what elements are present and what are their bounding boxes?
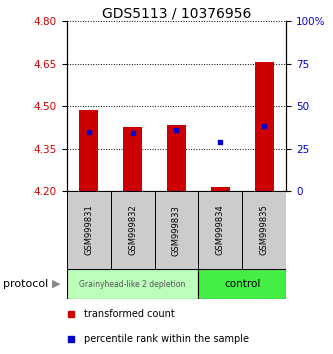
Text: control: control bbox=[224, 279, 261, 289]
Text: transformed count: transformed count bbox=[84, 308, 175, 319]
Text: GSM999832: GSM999832 bbox=[128, 205, 137, 256]
Bar bbox=[254, 62, 274, 191]
Text: Grainyhead-like 2 depletion: Grainyhead-like 2 depletion bbox=[79, 280, 186, 289]
Text: GSM999835: GSM999835 bbox=[260, 205, 269, 256]
Bar bbox=[210, 187, 230, 191]
Text: GSM999834: GSM999834 bbox=[216, 205, 225, 256]
Text: GSM999831: GSM999831 bbox=[84, 205, 93, 256]
Bar bbox=[198, 191, 242, 269]
Bar bbox=[67, 269, 198, 299]
Text: ▶: ▶ bbox=[52, 279, 60, 289]
Title: GDS5113 / 10376956: GDS5113 / 10376956 bbox=[102, 6, 251, 20]
Text: GSM999833: GSM999833 bbox=[172, 205, 181, 256]
Bar bbox=[123, 127, 143, 191]
Bar bbox=[79, 110, 99, 191]
Bar bbox=[242, 191, 286, 269]
Text: protocol: protocol bbox=[3, 279, 49, 289]
Text: percentile rank within the sample: percentile rank within the sample bbox=[84, 334, 249, 344]
Bar bbox=[111, 191, 155, 269]
Bar bbox=[198, 269, 286, 299]
Bar bbox=[166, 125, 186, 191]
Bar bbox=[67, 191, 111, 269]
Bar bbox=[155, 191, 198, 269]
